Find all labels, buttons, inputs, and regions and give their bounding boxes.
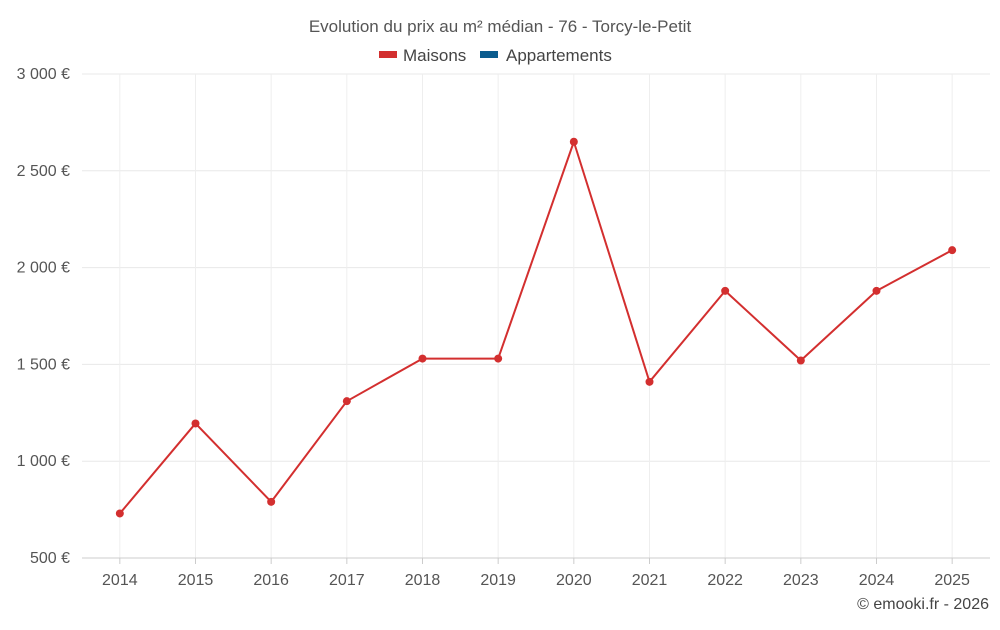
x-tick-label: 2024 (859, 572, 895, 589)
x-tick-label: 2015 (178, 572, 214, 589)
data-point[interactable] (569, 137, 578, 146)
data-point[interactable] (342, 397, 351, 406)
legend-swatch-appartements (480, 51, 498, 58)
data-point[interactable] (418, 354, 427, 363)
data-point[interactable] (948, 246, 957, 255)
x-tick-label: 2022 (707, 572, 743, 589)
legend-label-maisons: Maisons (403, 46, 466, 65)
data-point[interactable] (872, 286, 881, 295)
series-layer (115, 137, 957, 518)
x-tick-label: 2019 (480, 572, 516, 589)
y-tick-label: 2 500 € (17, 163, 70, 180)
y-tick-label: 1 000 € (17, 453, 70, 470)
x-tick-label: 2021 (632, 572, 668, 589)
data-point[interactable] (267, 497, 276, 506)
y-tick-label: 2 000 € (17, 260, 70, 277)
legend-item-appartements[interactable]: Appartements (480, 46, 612, 65)
x-tick-label: 2023 (783, 572, 819, 589)
data-point[interactable] (115, 509, 124, 518)
credit-text: © emooki.fr - 2026 (857, 596, 989, 613)
y-tick-label: 3 000 € (17, 66, 70, 83)
legend-item-maisons[interactable]: Maisons (379, 46, 466, 65)
x-tick-label: 2025 (934, 572, 970, 589)
chart-title: Evolution du prix au m² médian - 76 - To… (309, 17, 692, 36)
grid (82, 73, 990, 559)
data-point[interactable] (191, 419, 200, 428)
y-tick-label: 500 € (30, 550, 70, 567)
x-tick-label: 2020 (556, 572, 592, 589)
data-point[interactable] (645, 377, 654, 386)
x-tick-label: 2018 (405, 572, 441, 589)
legend-swatch-maisons (379, 51, 397, 58)
x-tick-label: 2016 (253, 572, 289, 589)
y-tick-label: 1 500 € (17, 356, 70, 373)
series-line-maisons (119, 140, 953, 515)
legend[interactable]: Maisons Appartements (379, 46, 612, 65)
y-axis: 500 € 1 000 € 1 500 € 2 000 € 2 500 € 3 000 € (17, 66, 70, 567)
data-point[interactable] (796, 356, 805, 365)
x-axis: 2014 2015 2016 2017 2018 2019 2020 2021 2022 2023… (82, 557, 990, 589)
x-tick-label: 2014 (102, 572, 138, 589)
x-tick-label: 2017 (329, 572, 365, 589)
legend-label-appartements: Appartements (506, 46, 612, 65)
data-point[interactable] (721, 286, 730, 295)
data-point[interactable] (494, 354, 503, 363)
